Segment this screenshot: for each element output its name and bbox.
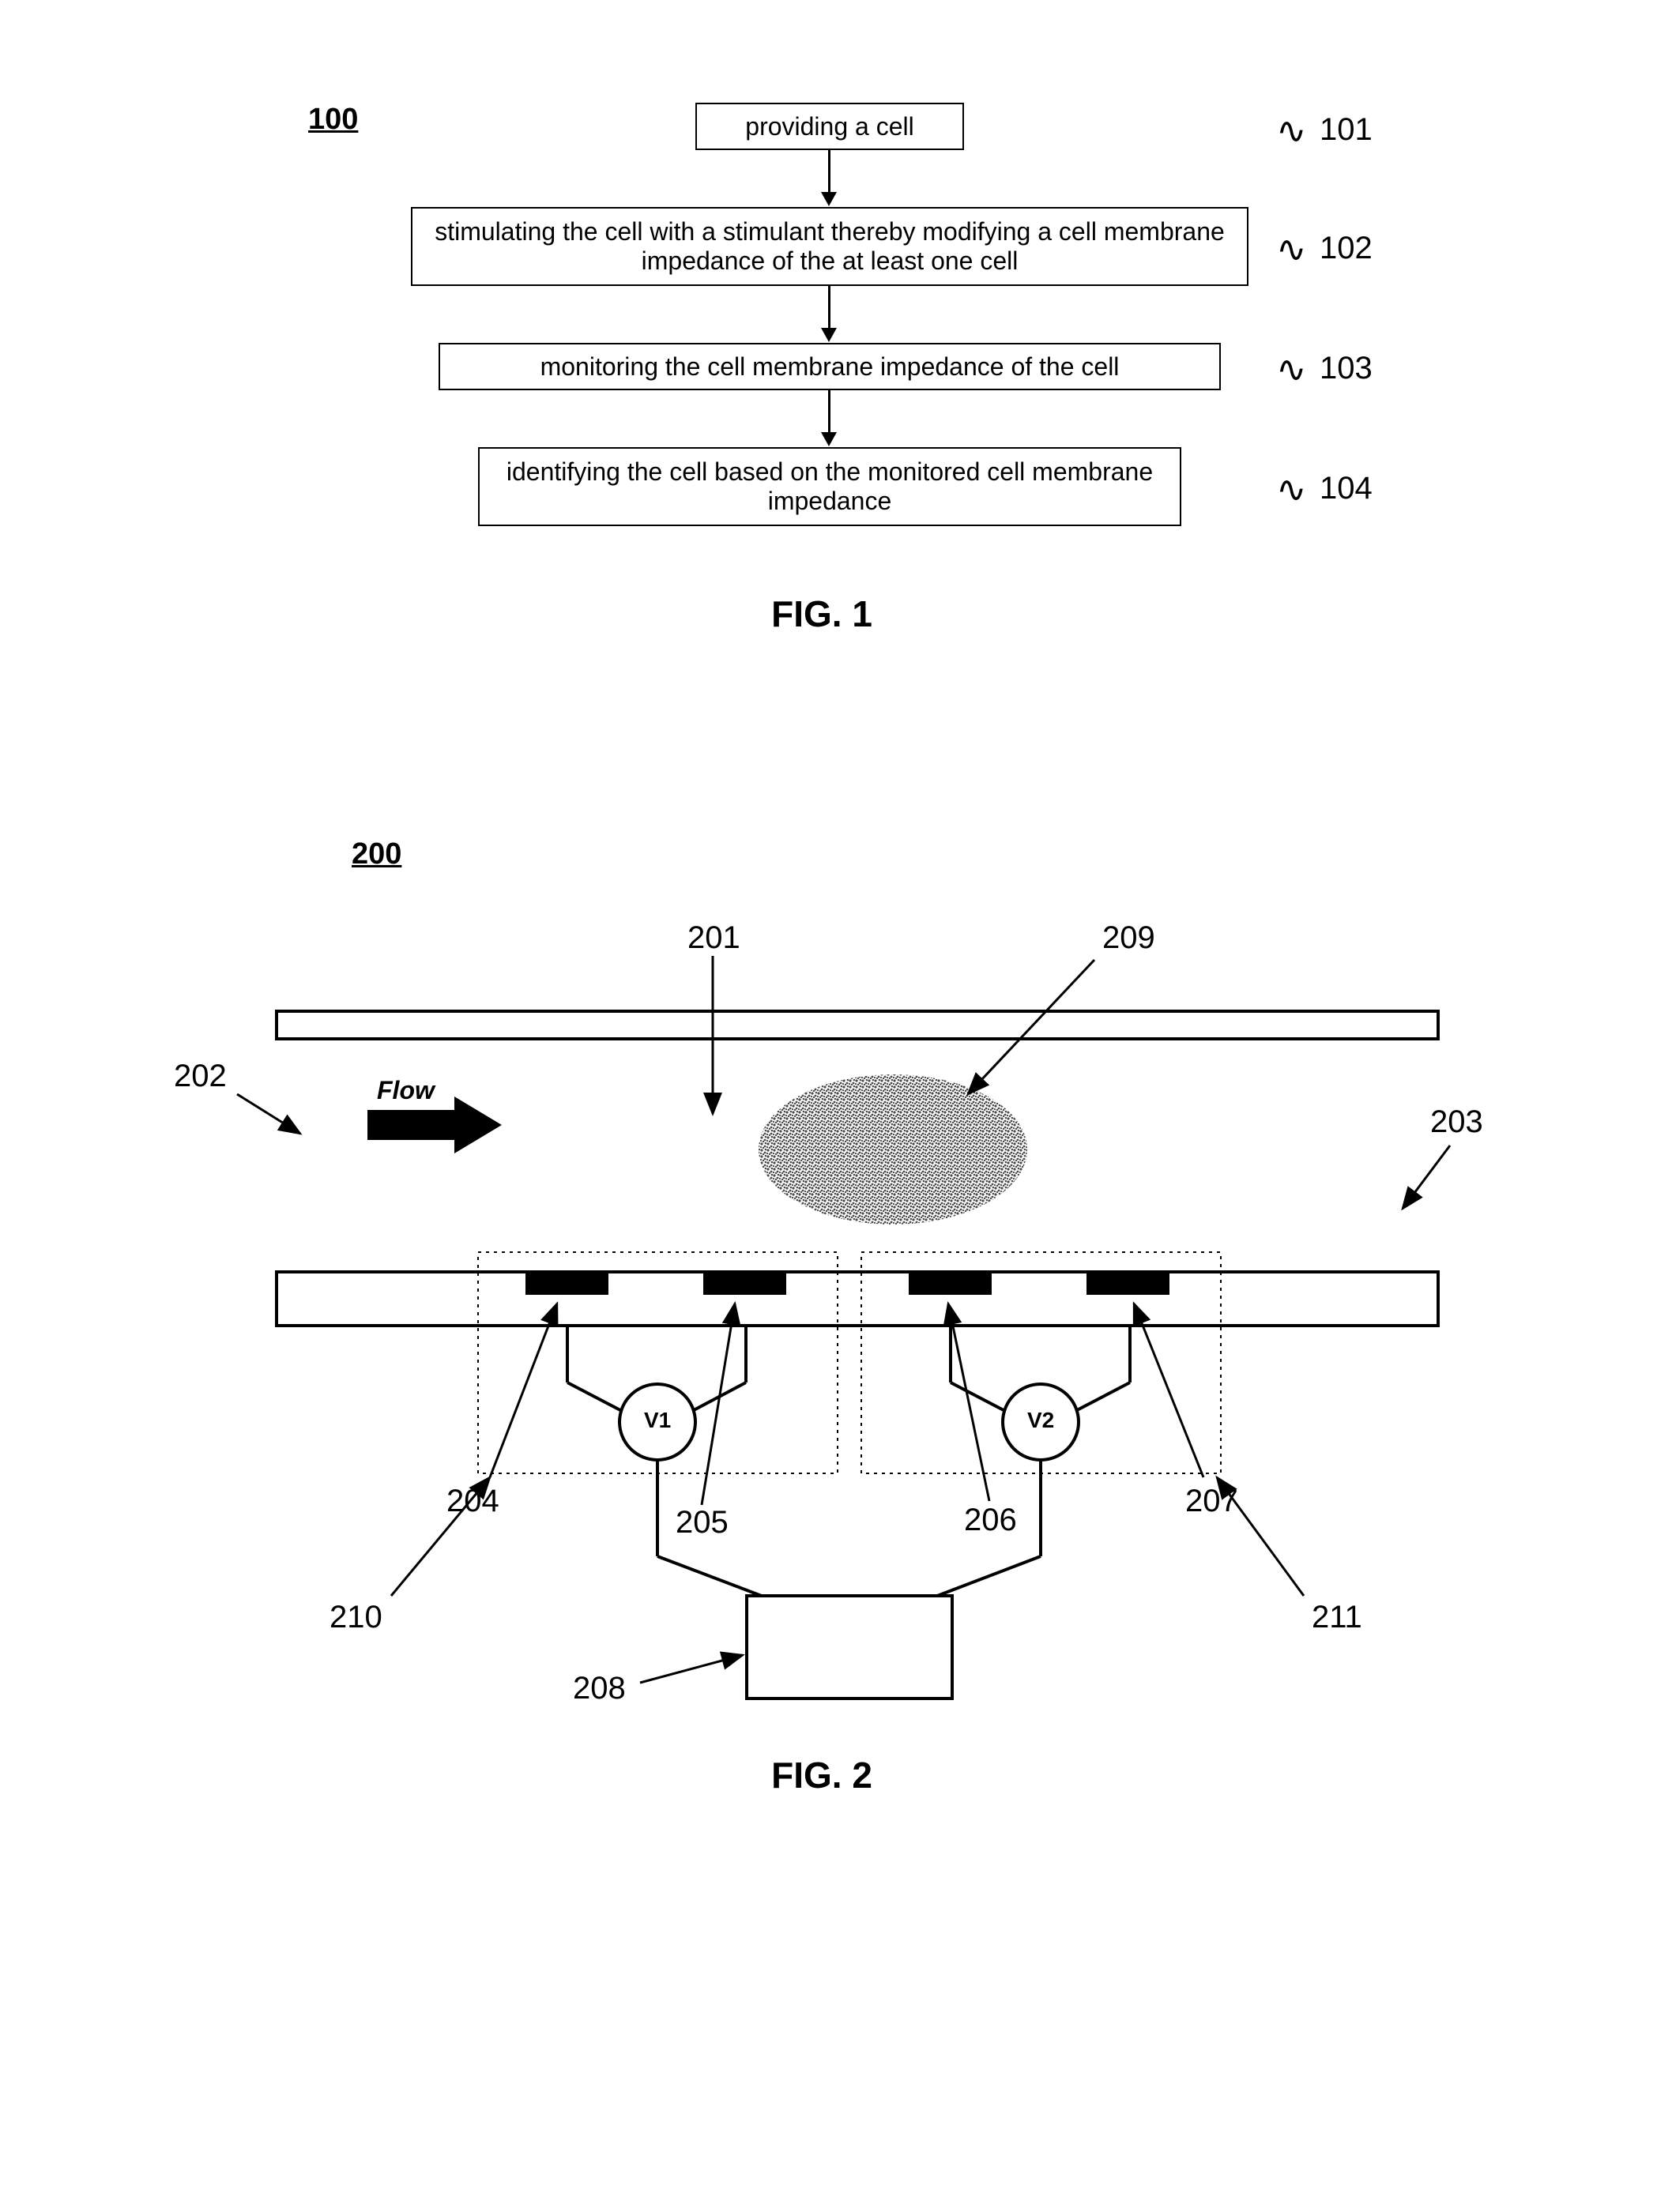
ref-202: 202 [174, 1059, 227, 1094]
ref-101: 101 [1320, 112, 1373, 148]
v1-label: V1 [644, 1408, 671, 1433]
fig2-svg [198, 908, 1541, 1856]
ref-201: 201 [687, 920, 740, 956]
ref-104: 104 [1320, 471, 1373, 506]
fig1-box-1: providing a cell [695, 103, 964, 150]
fig1-box-1-text: providing a cell [745, 112, 913, 141]
ref-210: 210 [330, 1600, 382, 1635]
ref-103: 103 [1320, 351, 1373, 386]
fig1-box-3: monitoring the cell membrane impedance o… [439, 343, 1221, 390]
arrow-3-4-head [821, 432, 837, 446]
fig1-box-4: identifying the cell based on the monito… [478, 447, 1181, 526]
fig1-ref-id: 100 [308, 103, 358, 137]
tilde-102: ∿ [1276, 228, 1307, 270]
fig2-ref-id: 200 [352, 837, 401, 871]
fig2-title: FIG. 2 [743, 1754, 901, 1796]
v2-label: V2 [1027, 1408, 1054, 1433]
ref-205: 205 [676, 1505, 729, 1540]
arrow-2-3-line [828, 286, 830, 329]
ref-102: 102 [1320, 231, 1373, 266]
arrow-3-4-line [828, 390, 830, 434]
ref-203: 203 [1430, 1104, 1483, 1140]
ref-211: 211 [1312, 1600, 1362, 1635]
tilde-104: ∿ [1276, 468, 1307, 510]
fig1-box-4-text: identifying the cell based on the monito… [495, 457, 1164, 516]
arrow-1-2-line [828, 150, 830, 194]
tilde-103: ∿ [1276, 348, 1307, 390]
fig1-box-2-text: stimulating the cell with a stimulant th… [428, 217, 1231, 276]
fig1-title: FIG. 1 [743, 592, 901, 635]
page: 100 providing a cell ∿ 101 stimulating t… [0, 0, 1657, 2212]
ref-208: 208 [573, 1671, 626, 1706]
ref-204: 204 [446, 1484, 499, 1519]
arrow-2-3-head [821, 328, 837, 342]
fig1-box-2: stimulating the cell with a stimulant th… [411, 207, 1248, 286]
ref-209: 209 [1102, 920, 1155, 956]
tilde-101: ∿ [1276, 109, 1307, 152]
arrow-1-2-head [821, 192, 837, 206]
flow-label: Flow [377, 1076, 435, 1105]
ref-207: 207 [1185, 1484, 1238, 1519]
ref-206: 206 [964, 1503, 1017, 1538]
fig1-box-3-text: monitoring the cell membrane impedance o… [540, 352, 1120, 382]
